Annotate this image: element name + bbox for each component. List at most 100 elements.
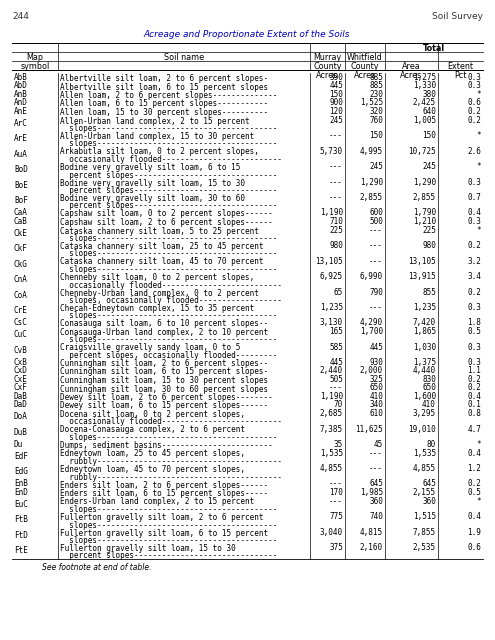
Text: 2,855: 2,855	[360, 193, 383, 202]
Text: 1,865: 1,865	[413, 327, 436, 336]
Text: ---: ---	[329, 193, 343, 202]
Text: 244: 244	[12, 12, 29, 21]
Text: FtD: FtD	[14, 531, 28, 540]
Text: 3.2: 3.2	[467, 257, 481, 266]
Text: Enders silt loam, 2 to 6 percent slopes------: Enders silt loam, 2 to 6 percent slopes-…	[60, 481, 268, 490]
Text: Map: Map	[27, 53, 44, 62]
Text: 2,440: 2,440	[320, 366, 343, 375]
Text: slopes---------------------------------------: slopes----------------------------------…	[60, 140, 277, 148]
Text: Allen loam, 2 to 6 percent slopes--------------: Allen loam, 2 to 6 percent slopes-------…	[60, 91, 277, 100]
Text: CxD: CxD	[14, 366, 28, 375]
Text: 1,535: 1,535	[413, 449, 436, 458]
Text: See footnote at end of table.: See footnote at end of table.	[42, 563, 151, 573]
Text: 410: 410	[369, 392, 383, 401]
Text: CuC: CuC	[14, 330, 28, 339]
Text: 885: 885	[369, 73, 383, 82]
Text: Allen-Urban land complex, 15 to 30 percent: Allen-Urban land complex, 15 to 30 perce…	[60, 132, 254, 141]
Text: 0.3: 0.3	[467, 81, 481, 90]
Text: CrE: CrE	[14, 307, 28, 316]
Text: slopes---------------------------------------: slopes----------------------------------…	[60, 536, 277, 545]
Text: 11,625: 11,625	[355, 425, 383, 434]
Text: 65: 65	[334, 288, 343, 297]
Text: Soil Survey: Soil Survey	[432, 12, 483, 21]
Text: slopes---------------------------------------: slopes----------------------------------…	[60, 250, 277, 259]
Text: 2,685: 2,685	[320, 409, 343, 419]
Text: EdG: EdG	[14, 467, 28, 476]
Text: CkE: CkE	[14, 228, 28, 237]
Text: percent slopes-------------------------------: percent slopes--------------------------…	[60, 202, 277, 211]
Text: Albertville silt loam, 6 to 15 percent slopes: Albertville silt loam, 6 to 15 percent s…	[60, 83, 268, 92]
Text: 1,790: 1,790	[413, 208, 436, 217]
Text: CnA: CnA	[14, 275, 28, 284]
Text: CvB: CvB	[14, 346, 28, 355]
Text: ---: ---	[329, 178, 343, 187]
Text: slopes---------------------------------------: slopes----------------------------------…	[60, 335, 277, 344]
Text: 1,985: 1,985	[360, 488, 383, 497]
Text: Edneytown loam, 25 to 45 percent slopes,: Edneytown loam, 25 to 45 percent slopes,	[60, 449, 245, 458]
Text: 600: 600	[369, 208, 383, 217]
Text: ---: ---	[369, 257, 383, 266]
Text: Bodine very gravelly silt loam, 15 to 30: Bodine very gravelly silt loam, 15 to 30	[60, 179, 245, 188]
Text: Chenneby-Urban land complex, 0 to 2 percent: Chenneby-Urban land complex, 0 to 2 perc…	[60, 289, 259, 298]
Text: 380: 380	[422, 90, 436, 99]
Text: 0.4: 0.4	[467, 208, 481, 217]
Text: 0.6: 0.6	[467, 543, 481, 552]
Text: percent slopes-------------------------------: percent slopes--------------------------…	[60, 552, 277, 561]
Text: DaB: DaB	[14, 392, 28, 401]
Text: Capshaw silt loam, 2 to 6 percent slopes------: Capshaw silt loam, 2 to 6 percent slopes…	[60, 218, 273, 227]
Text: CkF: CkF	[14, 244, 28, 253]
Text: 4,290: 4,290	[360, 318, 383, 327]
Text: 1,525: 1,525	[360, 99, 383, 108]
Text: 6,990: 6,990	[360, 272, 383, 281]
Text: 45: 45	[374, 440, 383, 449]
Text: ---: ---	[369, 464, 383, 473]
Text: BoE: BoE	[14, 180, 28, 189]
Text: Dumps, sediment basins------------------------: Dumps, sediment basins------------------…	[60, 441, 273, 450]
Text: Total: Total	[423, 44, 445, 53]
Text: 35: 35	[334, 440, 343, 449]
Text: Cunningham silt loam, 6 to 15 percent slopes-: Cunningham silt loam, 6 to 15 percent sl…	[60, 367, 268, 376]
Text: Bodine very gravelly silt loam, 6 to 15: Bodine very gravelly silt loam, 6 to 15	[60, 163, 241, 172]
Text: 245: 245	[422, 163, 436, 172]
Text: 505: 505	[329, 375, 343, 384]
Text: 900: 900	[329, 99, 343, 108]
Text: ArE: ArE	[14, 134, 28, 143]
Text: 1,515: 1,515	[413, 512, 436, 521]
Text: 4,855: 4,855	[413, 464, 436, 473]
Text: 0.2: 0.2	[467, 375, 481, 384]
Text: slopes---------------------------------------: slopes----------------------------------…	[60, 234, 277, 243]
Text: Checah-Edneytown complex, 15 to 35 percent: Checah-Edneytown complex, 15 to 35 perce…	[60, 304, 254, 313]
Text: Craigsville gravelly sandy loam, 0 to 5: Craigsville gravelly sandy loam, 0 to 5	[60, 344, 241, 353]
Text: 0.4: 0.4	[467, 449, 481, 458]
Text: 445: 445	[329, 358, 343, 367]
Text: Capshaw silt loam, 0 to 2 percent slopes------: Capshaw silt loam, 0 to 2 percent slopes…	[60, 209, 273, 218]
Text: AbD: AbD	[14, 81, 28, 90]
Text: 610: 610	[369, 409, 383, 419]
Text: Dewey silt loam, 6 to 15 percent slopes------: Dewey silt loam, 6 to 15 percent slopes-…	[60, 401, 268, 410]
Text: Extent: Extent	[447, 62, 474, 71]
Text: ---: ---	[329, 131, 343, 140]
Text: 710: 710	[329, 217, 343, 226]
Text: 245: 245	[329, 116, 343, 125]
Text: 980: 980	[422, 241, 436, 250]
Text: CkG: CkG	[14, 260, 28, 269]
Text: 170: 170	[329, 488, 343, 497]
Text: Cunningham silt loam, 2 to 6 percent slopes--: Cunningham silt loam, 2 to 6 percent slo…	[60, 359, 268, 368]
Text: 1,700: 1,700	[360, 327, 383, 336]
Text: ---: ---	[329, 479, 343, 488]
Text: 150: 150	[329, 90, 343, 99]
Text: 650: 650	[422, 383, 436, 392]
Text: AnD: AnD	[14, 99, 28, 108]
Text: Du: Du	[14, 440, 23, 449]
Text: slopes---------------------------------------: slopes----------------------------------…	[60, 505, 277, 514]
Text: 0.5: 0.5	[467, 327, 481, 336]
Text: 0.2: 0.2	[467, 116, 481, 125]
Text: 0.3: 0.3	[467, 303, 481, 312]
Text: 1,535: 1,535	[320, 449, 343, 458]
Text: 0.2: 0.2	[467, 107, 481, 116]
Text: 325: 325	[369, 375, 383, 384]
Text: 320: 320	[369, 107, 383, 116]
Text: 375: 375	[329, 543, 343, 552]
Text: FtB: FtB	[14, 515, 28, 524]
Text: 165: 165	[329, 327, 343, 336]
